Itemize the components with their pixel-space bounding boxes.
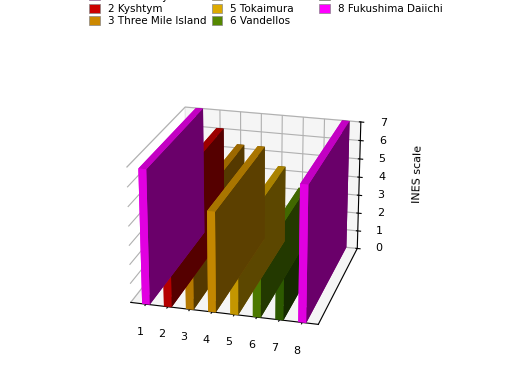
Legend: 1 Chernobyl, 2 Kyshtym, 3 Three Mile Island, 4 Windscale fire, 5 Tokaimura, 6 Va: 1 Chernobyl, 2 Kyshtym, 3 Three Mile Isl…: [89, 0, 443, 26]
